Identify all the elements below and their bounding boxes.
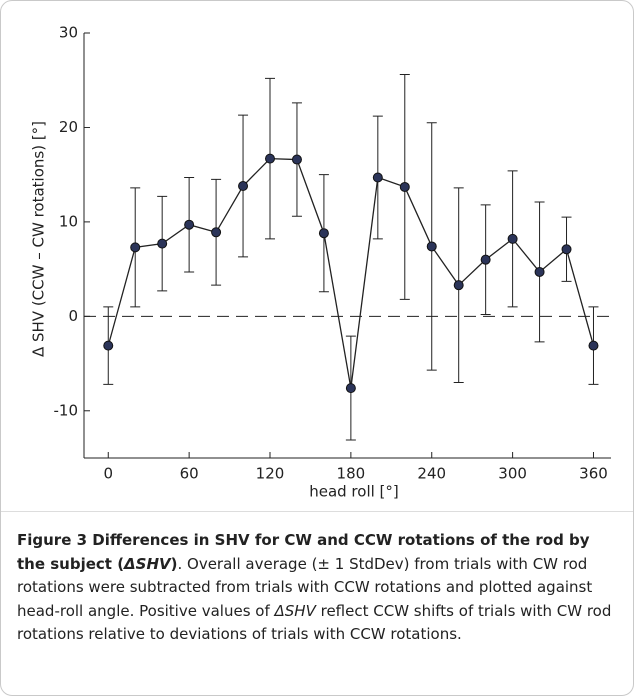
data-point bbox=[184, 219, 195, 230]
caption-text: reflect CCW shifts of trials with CW rod… bbox=[17, 601, 612, 644]
y-axis-label: Δ SHV (CCW – CW rotations) [°] bbox=[30, 121, 48, 357]
data-point bbox=[265, 153, 275, 164]
chart: head roll [°] Δ SHV (CCW – CW rotations)… bbox=[30, 24, 611, 501]
x-tick-label: 240 bbox=[417, 465, 446, 483]
data-point bbox=[372, 172, 383, 183]
x-axis-label: head roll [°] bbox=[309, 483, 399, 501]
x-tick-label: 180 bbox=[337, 465, 366, 483]
data-point bbox=[238, 181, 249, 191]
x-tick-label: 120 bbox=[256, 465, 285, 483]
data-point bbox=[130, 242, 141, 253]
caption-symbol: ΔSHV bbox=[124, 554, 171, 573]
caption-title: ) bbox=[170, 554, 178, 573]
data-point bbox=[211, 227, 222, 238]
caption-symbol: ΔSHV bbox=[274, 601, 316, 620]
x-tick-label: 0 bbox=[103, 465, 113, 483]
data-point bbox=[561, 244, 572, 255]
data-point bbox=[318, 228, 329, 239]
data-point bbox=[534, 266, 545, 277]
data-point bbox=[291, 154, 302, 165]
caption-title: Figure 3 Differences in SHV for CW and C… bbox=[17, 531, 590, 573]
y-tick-label: 0 bbox=[68, 307, 78, 325]
data-point bbox=[157, 238, 168, 249]
x-tick-label: 60 bbox=[180, 465, 199, 483]
y-tick-label: 10 bbox=[59, 212, 78, 230]
x-tick-label: 300 bbox=[498, 465, 527, 483]
data-point bbox=[480, 254, 491, 265]
data-point bbox=[507, 233, 518, 244]
data-point bbox=[588, 340, 599, 351]
caption-text: . Overall average (± 1 StdDev) from tria… bbox=[17, 554, 593, 620]
data-point bbox=[426, 241, 437, 252]
data-point bbox=[453, 280, 464, 291]
data-point bbox=[399, 181, 410, 192]
y-tick-label: 30 bbox=[59, 24, 78, 42]
y-tick-label: -10 bbox=[54, 401, 79, 419]
x-tick-label: 360 bbox=[579, 465, 608, 483]
y-tick-label: 20 bbox=[59, 118, 78, 136]
separator bbox=[1, 511, 633, 512]
caption: Figure 3 Differences in SHV for CW and C… bbox=[17, 529, 621, 647]
data-point bbox=[103, 340, 114, 351]
data-point bbox=[345, 383, 356, 394]
